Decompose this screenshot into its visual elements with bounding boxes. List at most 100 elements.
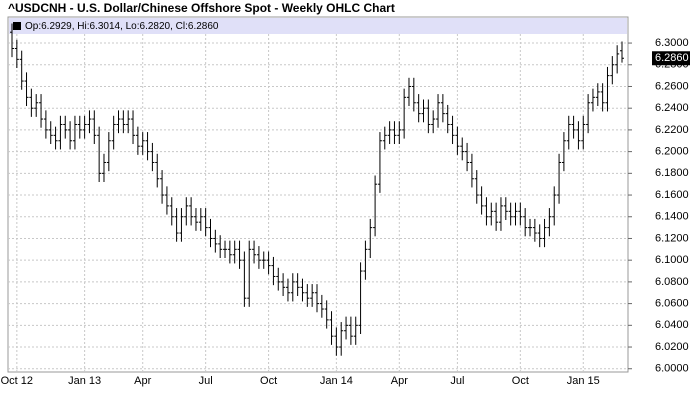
ohlc-bar	[610, 56, 615, 85]
ohlc-bar	[416, 94, 421, 123]
ohlc-bar	[213, 229, 218, 253]
ohlc-bar	[348, 316, 353, 345]
y-tick-label: 6.2200	[655, 124, 689, 136]
ohlc-bar	[218, 235, 223, 259]
ohlc-bar	[324, 300, 329, 329]
ohlc-bar	[523, 208, 528, 237]
y-tick-label: 6.3000	[655, 37, 689, 49]
ohlc-bar	[344, 316, 349, 340]
ohlc-bar	[58, 115, 63, 150]
x-tick-label: Jan 15	[567, 375, 600, 387]
ohlc-bar	[557, 153, 562, 204]
y-tick-label: 6.0800	[655, 276, 689, 288]
ohlc-bar	[72, 115, 77, 150]
ohlc-bar	[339, 322, 344, 356]
ohlc-bar	[261, 251, 266, 269]
ohlc-bar	[590, 88, 595, 112]
ohlc-bar	[77, 115, 82, 139]
ohlc-bar	[227, 240, 232, 264]
ohlc-bar	[140, 132, 145, 155]
ohlc-bar	[387, 121, 392, 145]
ohlc-bar	[97, 126, 102, 183]
ohlc-bar	[620, 41, 624, 63]
ohlc-bar	[334, 327, 339, 356]
ohlc-bar	[184, 197, 189, 226]
ohlc-bar	[426, 99, 431, 134]
y-tick-label: 6.1000	[655, 254, 689, 266]
ohlc-bar	[145, 132, 150, 161]
ohlc-bar	[126, 110, 131, 134]
ohlc-bar	[281, 273, 286, 297]
ohlc-bar	[615, 45, 620, 74]
ohlc-bar	[34, 94, 39, 117]
ohlc-bar	[363, 240, 368, 280]
ohlc-bar	[10, 23, 14, 58]
ohlc-bar	[566, 115, 571, 150]
ohlc-bar	[193, 208, 198, 231]
plot-area	[7, 16, 629, 373]
x-tick-label: Jul	[450, 375, 464, 387]
ohlc-bar	[63, 115, 68, 139]
ohlc-bar	[595, 83, 600, 107]
ohlc-bar	[189, 197, 194, 226]
ohlc-bar	[39, 94, 44, 128]
ohlc-bar	[373, 175, 378, 237]
ohlc-bar	[561, 132, 566, 172]
ohlc-bar	[271, 256, 276, 286]
x-tick-label: Oct	[512, 375, 529, 387]
ohlc-bar	[431, 110, 436, 134]
ohlc-bar	[571, 115, 576, 139]
ohlc-bar	[300, 278, 305, 302]
ohlc-bar	[600, 83, 605, 112]
x-tick-label: Apr	[134, 375, 151, 387]
y-tick-label: 6.1400	[655, 211, 689, 223]
y-tick-label: 6.0600	[655, 298, 689, 310]
ohlc-bar	[605, 66, 610, 112]
legend-swatch	[13, 22, 21, 30]
ohlc-bar	[503, 197, 508, 221]
ohlc-bar	[174, 208, 179, 242]
ohlc-bar	[513, 202, 518, 226]
ohlc-bar	[82, 115, 87, 139]
ohlc-bar	[310, 284, 315, 307]
ohlc-bar	[121, 110, 126, 134]
ohlc-bar	[586, 94, 591, 134]
ohlc-bar	[223, 240, 228, 259]
ohlc-bar	[494, 202, 499, 231]
ohlc-bar	[295, 273, 300, 297]
ohlc-bar	[276, 267, 281, 291]
ohlc-bar	[160, 170, 165, 204]
ohlc-bar	[474, 170, 479, 204]
ohlc-bar	[329, 311, 334, 345]
ohlc-bar	[489, 202, 494, 226]
ohlc-bar	[532, 218, 537, 242]
ohlc-bar	[547, 208, 552, 237]
ohlc-bar	[111, 115, 116, 150]
ohlc-bar	[19, 50, 24, 90]
x-tick-label: Jan 13	[68, 375, 101, 387]
y-tick-label: 6.1600	[655, 189, 689, 201]
ohlc-bar	[479, 186, 484, 215]
ohlc-bar	[411, 77, 416, 112]
ohlc-bar	[508, 202, 513, 226]
ohlc-bar	[484, 197, 489, 226]
ohlc-bar	[169, 197, 174, 226]
last-price-box	[652, 51, 690, 66]
ohlc-bar	[469, 153, 474, 188]
ohlc-bar	[455, 126, 460, 155]
ohlc-bar	[203, 208, 208, 237]
ohlc-bar	[460, 137, 465, 161]
ohlc-bar	[256, 246, 261, 269]
ohlc-bar	[382, 126, 387, 150]
ohlc-bar	[232, 240, 237, 264]
ohlc-bar	[436, 94, 441, 128]
y-tick-label: 6.2000	[655, 146, 689, 158]
ohlc-bar	[106, 132, 111, 172]
ohlc-bar	[465, 142, 470, 172]
ohlc-bar	[29, 88, 34, 117]
ohlc-bar	[150, 142, 155, 172]
y-tick-label: 6.2400	[655, 102, 689, 114]
ohlc-bar	[252, 240, 257, 264]
ohlc-bar	[377, 132, 382, 193]
last-price-label: 6.2860	[655, 52, 689, 64]
